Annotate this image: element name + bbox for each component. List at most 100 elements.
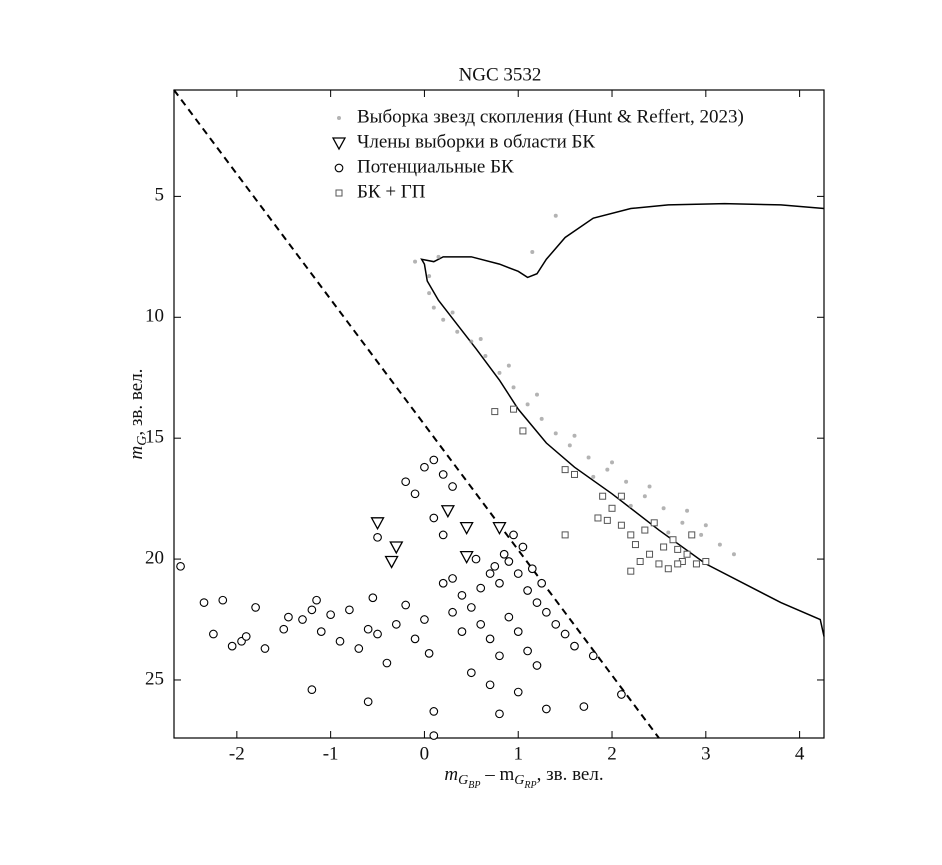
candidate-point xyxy=(438,578,448,588)
star-point xyxy=(591,474,596,479)
binary-point xyxy=(571,470,579,478)
candidate-point xyxy=(579,702,589,711)
star-point xyxy=(469,339,474,344)
candidate-point xyxy=(420,615,429,624)
candidate-point xyxy=(485,569,495,578)
candidate-point xyxy=(373,532,382,542)
binary-point xyxy=(655,560,663,568)
x-tick-label: -2 xyxy=(229,743,245,764)
axis-label-part: , зв. вел. xyxy=(537,764,604,785)
candidate-point xyxy=(513,627,523,636)
binary-point xyxy=(627,531,635,539)
binary-point xyxy=(599,492,607,500)
candidate-point xyxy=(504,557,514,566)
axis-label-part: G xyxy=(458,773,468,788)
candidate-point xyxy=(251,603,260,612)
plot-frame xyxy=(173,89,825,739)
candidate-point xyxy=(438,530,448,540)
candidate-point xyxy=(513,569,523,578)
binary-point xyxy=(664,565,672,573)
binary-point xyxy=(561,531,569,539)
star-point xyxy=(455,329,460,334)
y-tick-label: 10 xyxy=(145,306,164,327)
binary-point xyxy=(631,541,639,549)
candidate-point xyxy=(457,627,467,636)
y-tick-label: 5 xyxy=(155,185,165,206)
star-point xyxy=(427,274,432,279)
candidate-point xyxy=(466,603,476,612)
candidate-point xyxy=(345,605,354,615)
candidate-point xyxy=(499,549,509,559)
candidate-point xyxy=(509,530,518,540)
candidate-point xyxy=(354,644,364,653)
x-tick-label: 4 xyxy=(795,743,805,764)
candidate-point xyxy=(218,595,228,605)
star-point xyxy=(642,494,647,499)
candidate-point xyxy=(199,598,209,607)
candidate-point xyxy=(532,661,542,670)
candidate-point xyxy=(312,595,321,605)
star-point xyxy=(506,363,511,368)
x-tick-label: 3 xyxy=(701,743,711,764)
candidate-point xyxy=(241,632,251,641)
candidate-point xyxy=(504,612,514,622)
candidate-point xyxy=(476,620,486,629)
binary-point xyxy=(692,560,700,568)
binary-point xyxy=(561,466,569,474)
binary-point xyxy=(660,543,668,551)
candidate-point xyxy=(617,690,626,699)
candidate-point xyxy=(513,687,523,697)
binary-point xyxy=(603,516,611,524)
candidate-point xyxy=(448,574,457,583)
star-point xyxy=(685,508,690,513)
axis-label-part: BP xyxy=(468,780,480,791)
candidate-point xyxy=(490,561,500,571)
binary-point xyxy=(636,557,644,565)
candidate-point xyxy=(570,641,579,651)
star-point xyxy=(427,291,432,296)
candidate-point xyxy=(284,612,293,622)
star-point xyxy=(478,337,483,342)
binary-point xyxy=(669,536,677,544)
binary-point xyxy=(617,492,625,500)
binary-point xyxy=(510,405,518,413)
y-axis-label: mG, зв. вел. xyxy=(126,369,150,460)
candidate-point xyxy=(209,629,218,639)
legend-marker xyxy=(335,189,343,197)
candidate-point xyxy=(298,615,307,624)
star-point xyxy=(511,385,516,390)
star-point xyxy=(436,254,441,259)
candidate-point xyxy=(401,600,411,610)
candidate-point xyxy=(373,629,382,639)
y-tick-label: 20 xyxy=(145,547,164,568)
axis-label-part: G xyxy=(514,773,524,788)
member-point xyxy=(370,517,385,531)
axis-label-part: m xyxy=(126,446,147,460)
star-point xyxy=(703,523,708,528)
candidate-point xyxy=(429,455,439,465)
candidate-point xyxy=(495,651,504,661)
x-tick-label: 2 xyxy=(607,743,617,764)
candidate-point xyxy=(485,680,495,690)
legend-label: Выборка звезд скопления (Hunt & Reffert,… xyxy=(357,106,744,127)
binary-point xyxy=(641,526,649,534)
binary-point xyxy=(519,427,527,435)
candidate-point xyxy=(424,649,434,658)
candidate-point xyxy=(438,470,448,479)
member-point xyxy=(389,541,404,555)
star-point xyxy=(666,530,671,535)
chart-title: NGC 3532 xyxy=(459,64,542,85)
candidate-point xyxy=(307,685,317,694)
candidate-point xyxy=(260,644,270,653)
star-point xyxy=(586,455,591,460)
binary-point xyxy=(688,531,696,539)
binary-point xyxy=(674,560,682,568)
legend-marker xyxy=(331,137,347,151)
x-axis-label: mGBP – mGRP, зв. вел. xyxy=(444,764,603,791)
candidate-point xyxy=(542,607,551,617)
star-point xyxy=(530,250,535,254)
candidate-point xyxy=(551,620,561,629)
candidate-point xyxy=(176,561,185,571)
candidate-point xyxy=(466,668,476,678)
